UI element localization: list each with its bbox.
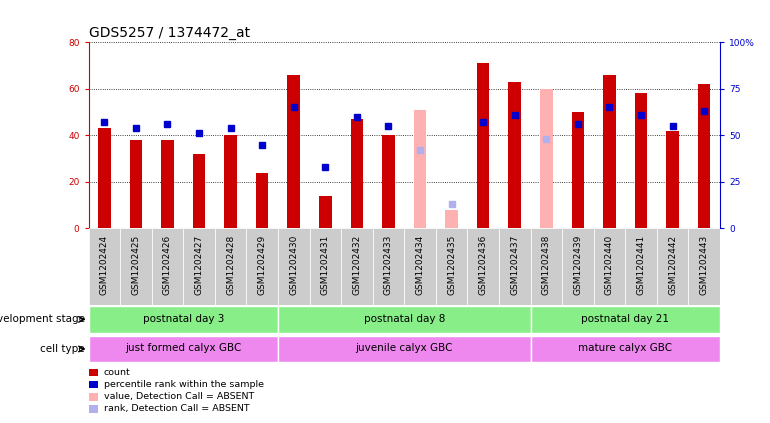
- Text: GDS5257 / 1374472_at: GDS5257 / 1374472_at: [89, 26, 249, 40]
- Text: GSM1202424: GSM1202424: [100, 234, 109, 295]
- Text: cell type: cell type: [40, 344, 85, 354]
- Bar: [467, 228, 499, 305]
- Text: GSM1202428: GSM1202428: [226, 234, 235, 295]
- Bar: [246, 228, 278, 305]
- Text: GSM1202434: GSM1202434: [416, 234, 424, 295]
- Text: value, Detection Call = ABSENT: value, Detection Call = ABSENT: [104, 392, 254, 401]
- Bar: [499, 228, 531, 305]
- Bar: [382, 135, 395, 228]
- Bar: [310, 228, 341, 305]
- Text: juvenile calyx GBC: juvenile calyx GBC: [356, 343, 453, 353]
- Text: postnatal day 21: postnatal day 21: [581, 314, 669, 324]
- Bar: [657, 228, 688, 305]
- Bar: [688, 228, 720, 305]
- Bar: [634, 93, 648, 228]
- Bar: [540, 89, 553, 228]
- Bar: [152, 228, 183, 305]
- Bar: [477, 63, 490, 228]
- Bar: [278, 228, 310, 305]
- Bar: [373, 228, 404, 305]
- Bar: [129, 140, 142, 228]
- Bar: [224, 135, 237, 228]
- Text: GSM1202437: GSM1202437: [511, 234, 519, 295]
- Text: percentile rank within the sample: percentile rank within the sample: [104, 380, 264, 389]
- Text: GSM1202435: GSM1202435: [447, 234, 456, 295]
- Text: rank, Detection Call = ABSENT: rank, Detection Call = ABSENT: [104, 404, 249, 414]
- Bar: [562, 228, 594, 305]
- Text: GSM1202438: GSM1202438: [542, 234, 551, 295]
- Bar: [594, 228, 625, 305]
- Text: GSM1202440: GSM1202440: [605, 234, 614, 295]
- Text: GSM1202431: GSM1202431: [321, 234, 330, 295]
- Bar: [287, 75, 300, 228]
- Bar: [192, 154, 206, 228]
- Bar: [89, 228, 120, 305]
- Bar: [413, 110, 427, 228]
- Bar: [571, 112, 584, 228]
- Text: GSM1202441: GSM1202441: [637, 234, 645, 295]
- Text: postnatal day 3: postnatal day 3: [142, 314, 224, 324]
- Text: GSM1202443: GSM1202443: [700, 234, 708, 295]
- Text: mature calyx GBC: mature calyx GBC: [578, 343, 672, 353]
- Bar: [256, 173, 269, 228]
- Bar: [603, 75, 616, 228]
- Bar: [341, 228, 373, 305]
- Text: GSM1202426: GSM1202426: [163, 234, 172, 295]
- Bar: [278, 306, 531, 332]
- Text: GSM1202432: GSM1202432: [353, 234, 361, 295]
- Text: GSM1202442: GSM1202442: [668, 234, 677, 295]
- Bar: [698, 84, 711, 228]
- Text: just formed calyx GBC: just formed calyx GBC: [125, 343, 242, 353]
- Bar: [531, 306, 720, 332]
- Bar: [404, 228, 436, 305]
- Bar: [350, 119, 363, 228]
- Bar: [445, 210, 458, 228]
- Text: development stage: development stage: [0, 314, 85, 324]
- Bar: [161, 140, 174, 228]
- Text: GSM1202430: GSM1202430: [290, 234, 298, 295]
- Text: postnatal day 8: postnatal day 8: [363, 314, 445, 324]
- Bar: [508, 82, 521, 228]
- Bar: [531, 228, 562, 305]
- Text: GSM1202439: GSM1202439: [574, 234, 582, 295]
- Bar: [625, 228, 657, 305]
- Bar: [215, 228, 246, 305]
- Text: GSM1202429: GSM1202429: [258, 234, 266, 295]
- Bar: [89, 306, 278, 332]
- Text: GSM1202425: GSM1202425: [132, 234, 140, 295]
- Bar: [666, 131, 679, 228]
- Bar: [436, 228, 467, 305]
- Text: GSM1202436: GSM1202436: [479, 234, 487, 295]
- Text: GSM1202433: GSM1202433: [384, 234, 393, 295]
- Bar: [183, 228, 215, 305]
- Bar: [98, 129, 111, 228]
- Bar: [89, 336, 278, 362]
- Bar: [531, 336, 720, 362]
- Bar: [278, 336, 531, 362]
- Text: GSM1202427: GSM1202427: [195, 234, 203, 295]
- Bar: [120, 228, 152, 305]
- Bar: [319, 196, 332, 228]
- Text: count: count: [104, 368, 131, 377]
